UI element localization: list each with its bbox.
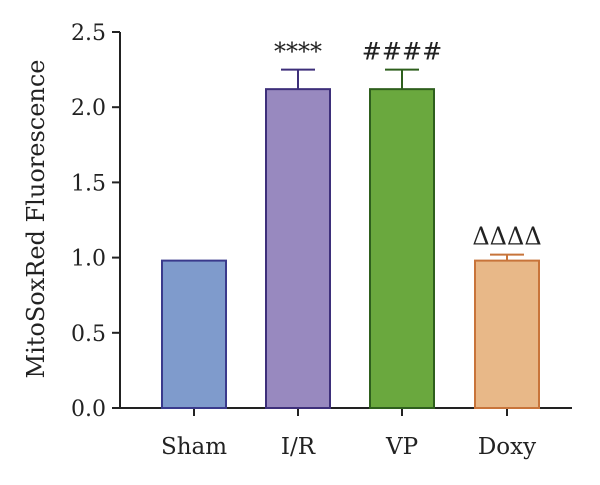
- bar-group: **** I/R: [265, 38, 331, 460]
- bar: [369, 88, 435, 409]
- axes: 0.0 0.5 1.0 1.5 2.0 2.5: [71, 21, 572, 422]
- bar: [474, 259, 540, 409]
- x-category-label: Sham: [161, 434, 227, 460]
- x-category-label: Doxy: [478, 434, 536, 460]
- y-axis-label: MitoSoxRed Fluorescence: [22, 59, 50, 378]
- x-category-label: VP: [385, 434, 418, 460]
- bar-group: #### VP: [362, 38, 442, 460]
- bar-group: Sham: [161, 259, 227, 460]
- significance-label: ΔΔΔΔ: [472, 223, 541, 251]
- bar: [265, 88, 331, 409]
- x-category-label: I/R: [281, 434, 316, 460]
- bars: Sham **** I/R #### VP ΔΔΔΔ Doxy: [161, 38, 542, 460]
- y-tick-label: 1.5: [71, 171, 106, 196]
- y-tick-label: 2.5: [71, 21, 106, 46]
- significance-label: ****: [274, 38, 322, 66]
- y-tick-label: 2.0: [71, 96, 106, 121]
- y-tick-label: 0.0: [71, 397, 106, 422]
- y-tick-label: 0.5: [71, 322, 106, 347]
- y-tick-label: 1.0: [71, 247, 106, 272]
- significance-label: ####: [362, 38, 442, 66]
- bar-group: ΔΔΔΔ Doxy: [472, 223, 541, 460]
- bar: [161, 259, 227, 409]
